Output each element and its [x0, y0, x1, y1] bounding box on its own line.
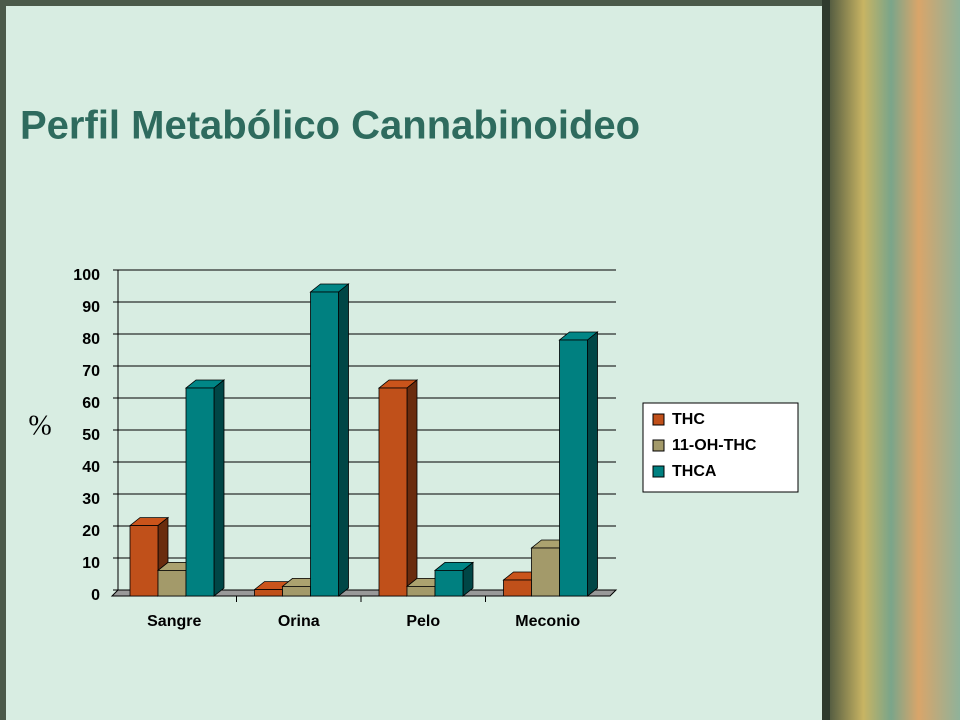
bar: [310, 291, 339, 597]
y-tick-label: 40: [82, 459, 100, 476]
y-tick-label: 50: [82, 427, 100, 444]
y-tick-label: 70: [82, 363, 100, 380]
legend-swatch: [652, 465, 665, 478]
bar: [282, 586, 311, 597]
bar-side: [338, 283, 349, 597]
legend-label: THCA: [672, 463, 717, 480]
bar-side: [587, 331, 598, 597]
x-tick-label: Pelo: [406, 613, 440, 630]
legend-swatch: [652, 439, 665, 452]
bar: [254, 589, 283, 597]
frame-top: [0, 0, 830, 6]
y-tick-label: 90: [82, 299, 100, 316]
bar: [406, 586, 436, 597]
bar: [185, 387, 215, 597]
bar: [157, 570, 187, 597]
bar: [503, 579, 532, 597]
bar-side: [213, 379, 225, 597]
y-tick-label: 100: [73, 267, 100, 284]
y-tick-label: 20: [82, 523, 100, 540]
y-tick-label: 80: [82, 331, 100, 348]
frame-left: [0, 0, 6, 720]
chart-title: Perfil Metabólico Cannabinoideo: [20, 104, 640, 148]
legend: [642, 402, 799, 493]
x-tick-label: Orina: [278, 613, 320, 630]
y-tick-label: 10: [82, 555, 100, 572]
bar: [434, 570, 464, 597]
border-edge: [822, 0, 830, 720]
bar: [378, 387, 408, 597]
x-tick-label: Sangre: [147, 613, 201, 630]
decorative-border: [822, 0, 960, 720]
bar: [531, 547, 560, 597]
bar-side: [406, 379, 418, 597]
bar: [559, 339, 588, 597]
y-tick-label: 0: [91, 587, 100, 604]
y-axis-label: %: [28, 410, 51, 441]
legend-swatch: [652, 413, 665, 426]
legend-label: THC: [672, 411, 705, 428]
legend-label: 11-OH-THC: [672, 437, 757, 454]
x-tick-label: Meconio: [515, 613, 580, 630]
y-tick-label: 30: [82, 491, 100, 508]
bar: [129, 525, 159, 597]
y-tick-label: 60: [82, 395, 100, 412]
